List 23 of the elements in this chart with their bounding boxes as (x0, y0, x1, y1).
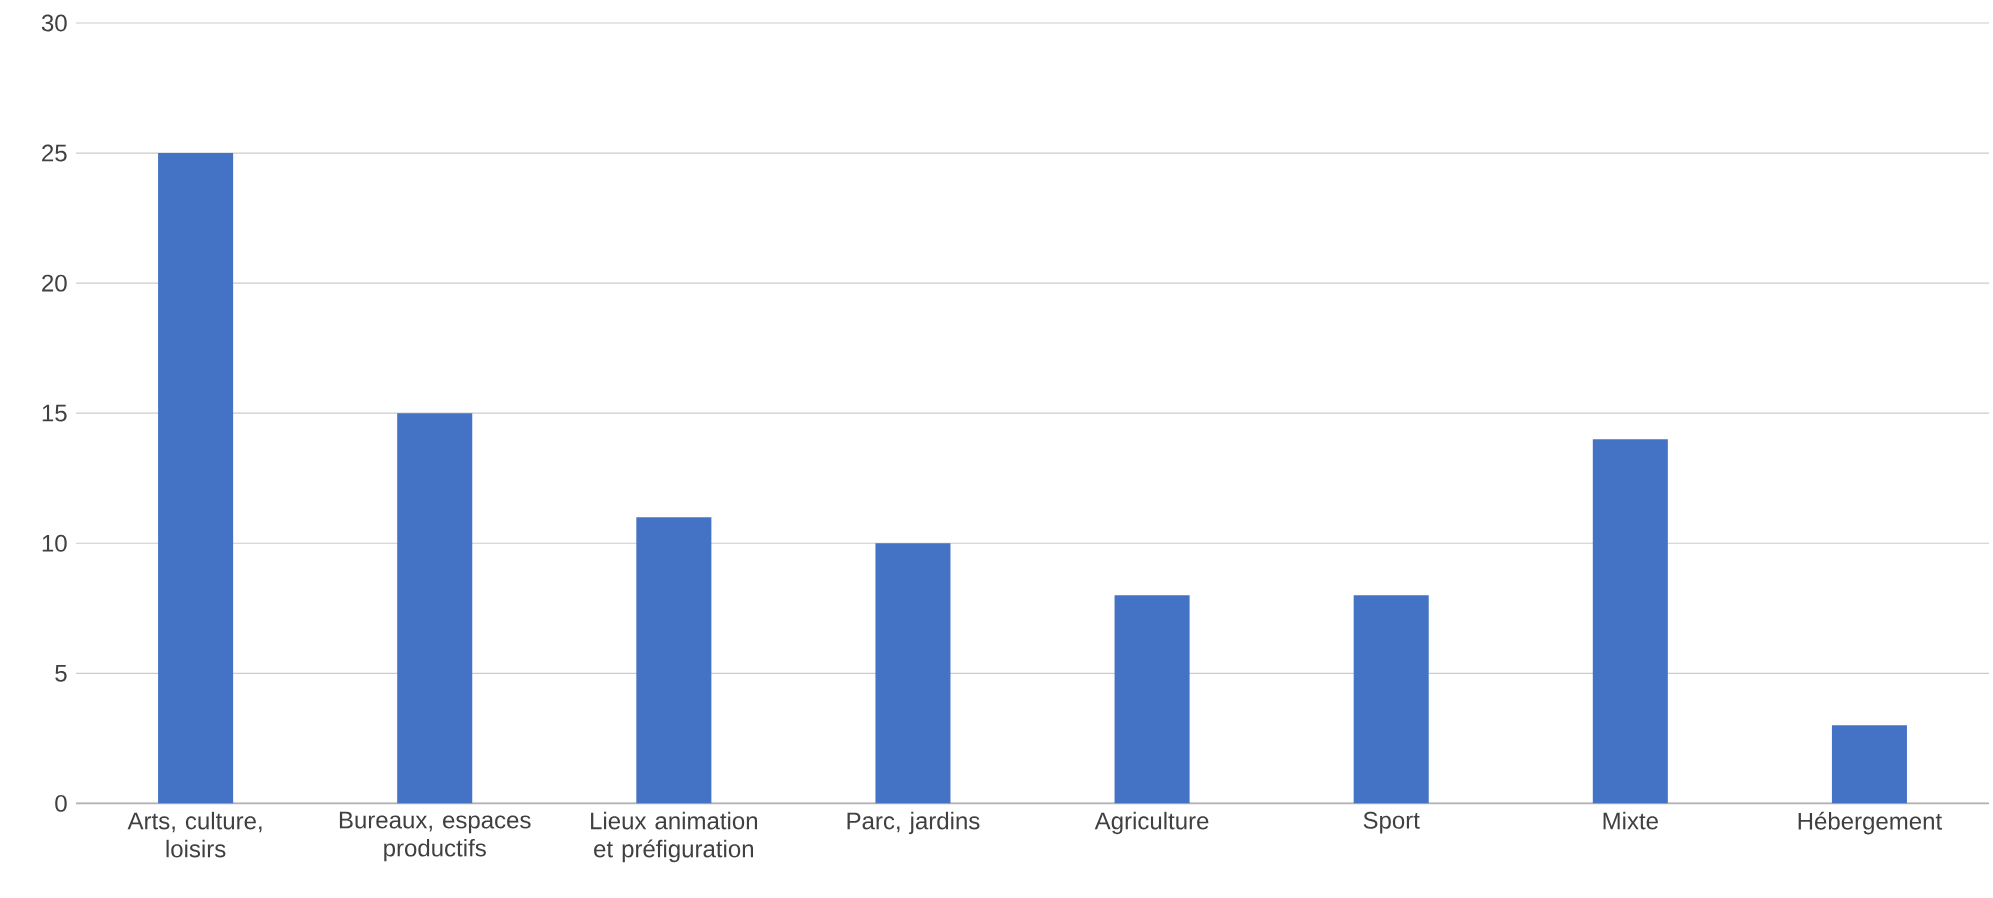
bar (636, 517, 712, 804)
y-tick-label: 20 (42, 274, 67, 292)
bar (1831, 725, 1907, 804)
x-tick-label: Bureaux, espaces productifs (339, 811, 531, 862)
y-tick-label: 15 (42, 404, 67, 422)
x-tick-label: Hébergement (1798, 811, 1942, 835)
x-tick-label: Sport (1363, 811, 1420, 834)
bar (1592, 438, 1668, 804)
x-tick-label: Arts, culture, loisirs (127, 811, 262, 858)
bar (397, 412, 473, 804)
bar (1114, 595, 1190, 804)
x-tick-label: Parc, jardins (847, 811, 980, 834)
x-tick-label: Lieux animation et préfiguration (591, 811, 758, 862)
y-tick-label: 5 (55, 664, 67, 682)
bar (158, 152, 234, 804)
y-tick-label: 25 (42, 144, 67, 162)
y-tick-label: 30 (41, 14, 67, 32)
x-tick-label: Agriculture (1094, 811, 1209, 834)
bar (875, 543, 951, 804)
y-tick-label: 10 (42, 534, 67, 552)
bar (1353, 595, 1429, 804)
y-tick-label: 0 (55, 794, 67, 812)
x-tick-label: Mixte (1603, 811, 1658, 830)
